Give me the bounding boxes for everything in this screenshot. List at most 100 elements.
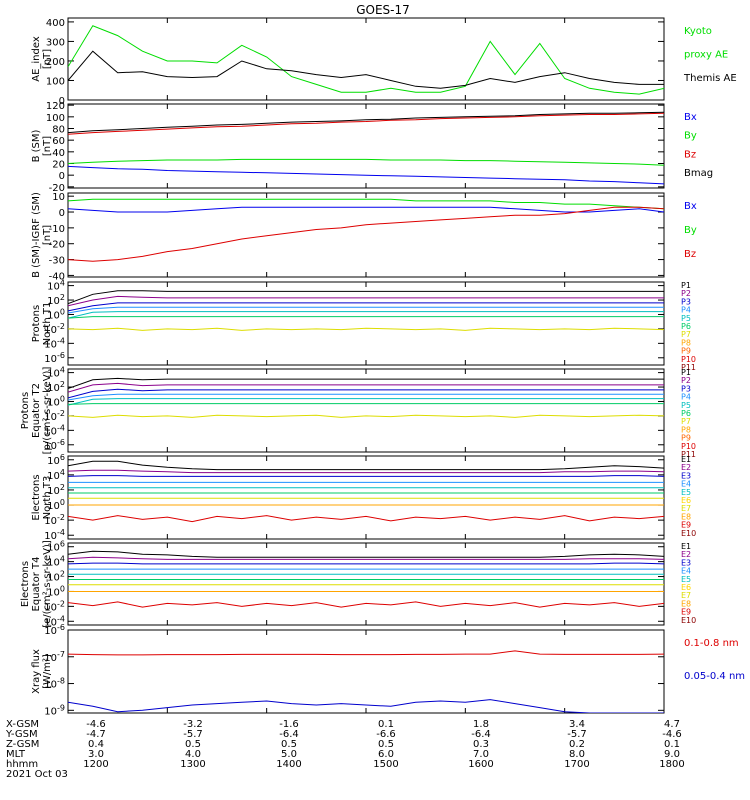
y-tick-label: 10-6	[44, 623, 65, 637]
series-line-p5	[68, 398, 664, 406]
y-tick-label: 100	[47, 498, 65, 512]
y-tick-label: 10-2	[44, 409, 65, 423]
footer-date: 2021 Oct 03	[6, 769, 68, 780]
y-axis-title: [nT]	[42, 136, 53, 156]
legend-label: E8	[681, 512, 691, 521]
footer-value: 4.7	[664, 719, 680, 730]
y-axis-title: Electrons	[31, 474, 42, 520]
y-tick-label: 102	[47, 570, 65, 584]
footer-value: 5.0	[281, 749, 297, 760]
series-line-by	[68, 198, 664, 210]
legend-label: P10	[681, 442, 696, 451]
legend-label: Bmag	[684, 168, 713, 179]
legend-label: E10	[681, 616, 696, 625]
panel-frame	[67, 281, 665, 366]
legend-label: P6	[681, 409, 691, 418]
y-tick-label: -10	[49, 224, 65, 235]
series-line-themis-ae	[68, 50, 664, 89]
footer-value: 1500	[373, 759, 398, 770]
y-axis-title: Xray flux	[31, 649, 42, 694]
series-line-p1	[68, 290, 664, 305]
y-axis-title: Equator T4	[31, 557, 42, 612]
legend-label: P9	[681, 434, 691, 443]
series-line-0-05-0-4-nm	[68, 699, 664, 713]
footer-value: 1400	[276, 759, 301, 770]
legend-label: P4	[681, 306, 691, 315]
y-axis-title: Electrons	[20, 561, 31, 607]
y-tick-label: 10-4	[44, 423, 65, 437]
y-tick-label: 20	[52, 160, 65, 171]
y-tick-label: 106	[47, 540, 65, 554]
footer-value: 1200	[83, 759, 108, 770]
series-line-e1	[68, 460, 664, 471]
y-tick-label: 300	[46, 37, 65, 48]
legend-label: P5	[681, 314, 691, 323]
y-tick-label: 10-2	[44, 322, 65, 336]
legend-label: Bx	[684, 112, 697, 123]
legend-label: E4	[681, 567, 691, 576]
series-line-e1	[68, 550, 664, 558]
y-tick-label: 10	[52, 192, 65, 203]
series-line-e9	[68, 601, 664, 608]
y-tick-label: -40	[49, 271, 65, 282]
footer-value: -6.4	[471, 729, 491, 740]
legend-label: Themis AE	[683, 73, 737, 84]
legend-label: E8	[681, 599, 691, 608]
legend-label: Bx	[684, 201, 697, 212]
legend-label: Bz	[684, 149, 696, 160]
legend-label: P7	[681, 330, 691, 339]
series-line-p6	[68, 403, 664, 405]
footer-value: 9.0	[664, 749, 680, 760]
y-tick-label: 106	[47, 453, 65, 467]
y-tick-label: 10-2	[44, 599, 65, 613]
legend-label: E1	[681, 542, 691, 551]
y-axis-title: Protons	[20, 392, 31, 429]
footer-value: 0.1	[378, 719, 394, 730]
y-tick-label: 102	[47, 483, 65, 497]
series-line-p3	[68, 388, 664, 399]
footer-value: 0.5	[281, 739, 297, 750]
y-tick-label: 10-6	[44, 438, 65, 452]
y-tick-label: 100	[46, 76, 65, 87]
y-tick-label: -20	[49, 240, 65, 251]
series-line-bx	[68, 206, 664, 213]
y-axis-title: Equator T2	[31, 383, 42, 438]
footer-row-label: Y-GSM	[5, 729, 38, 740]
y-tick-label: 10-9	[44, 703, 65, 717]
series-line-bmag	[68, 111, 664, 134]
y-tick-label: 10-4	[44, 528, 65, 542]
series-line-e2	[68, 556, 664, 560]
series-line-p4	[68, 393, 664, 401]
legend-label: proxy AE	[684, 49, 728, 60]
y-tick-label: 10-4	[44, 336, 65, 350]
series-line-p4	[68, 306, 664, 314]
y-tick-label: 10-6	[44, 351, 65, 365]
footer-value: 6.0	[378, 749, 394, 760]
y-axis-title: B (SM)	[31, 129, 42, 162]
legend-label: P4	[681, 393, 691, 402]
y-axis-title: [e/(cm²-s-sr-keV)]	[42, 540, 53, 628]
series-line-kyoto-proxy-ae	[68, 25, 664, 95]
position-footer: X-GSM -4.6 -3.2 -1.6 0.1 1.8 3.4 4.7 Y-GSM -4.7 -5…	[5, 719, 685, 780]
legend-label: P6	[681, 322, 691, 331]
series-line-p5	[68, 311, 664, 319]
y-tick-label: 10-4	[44, 614, 65, 628]
legend-label: P1	[681, 368, 691, 377]
y-tick-label: -30	[49, 256, 65, 267]
footer-value: -3.2	[183, 719, 203, 730]
panel-1: 0 100 200 300 400 AE_index [nT] Kyoto proxy AE Th…	[31, 17, 737, 107]
legend-label: E6	[681, 583, 691, 592]
y-tick-label: 104	[47, 279, 65, 293]
legend-label: P11	[681, 450, 696, 459]
footer-value: 0.5	[185, 739, 201, 750]
y-tick-label: 102	[47, 293, 65, 307]
footer-value: 1600	[468, 759, 493, 770]
footer-value: 0.1	[664, 739, 680, 750]
footer-row-label: X-GSM	[6, 719, 39, 730]
legend-label: P11	[681, 363, 696, 372]
panel-3: -40 -30 -20 -10 0 10 B (SM)-IGRF (SM) [nT] Bx By B…	[31, 192, 697, 282]
y-tick-label: 104	[47, 468, 65, 482]
legend-label: By	[684, 131, 697, 142]
